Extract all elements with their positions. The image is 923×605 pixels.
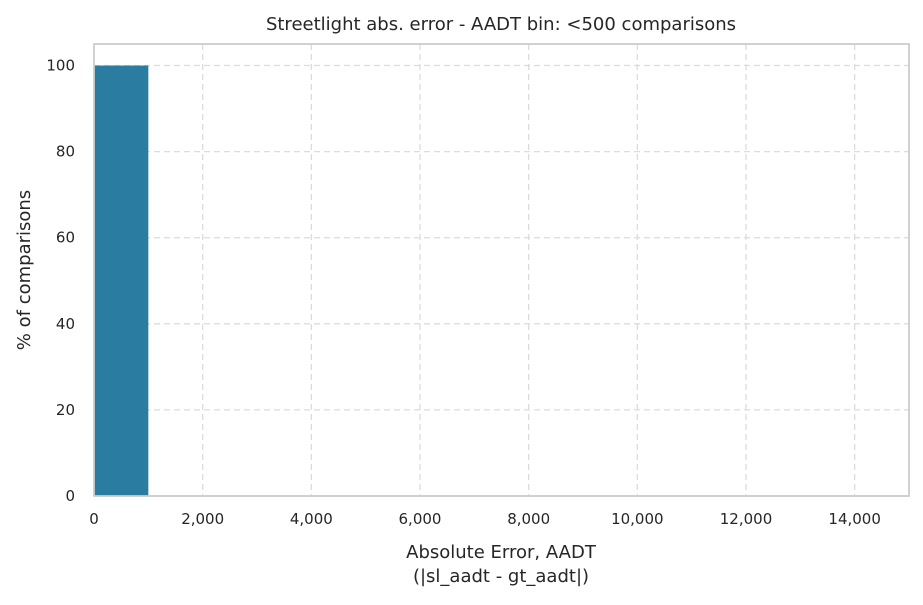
x-axis-label-line2: (|sl_aadt - gt_aadt|) <box>413 566 589 587</box>
histogram-bar <box>94 65 149 497</box>
x-tick-label: 6,000 <box>399 510 442 528</box>
x-tick-label: 12,000 <box>720 510 773 528</box>
x-axis-label: Absolute Error, AADT <box>406 542 597 563</box>
bar-layer <box>94 65 149 497</box>
y-tick-label: 20 <box>56 401 75 419</box>
y-axis-label: % of comparisons <box>14 190 35 350</box>
y-tick-label: 60 <box>56 229 75 247</box>
chart-title: Streetlight abs. error - AADT bin: <500 … <box>266 14 736 35</box>
y-tick-label: 0 <box>65 487 75 505</box>
x-tick-label: 10,000 <box>611 510 664 528</box>
y-tick-label: 80 <box>56 143 75 161</box>
x-tick-label: 14,000 <box>828 510 881 528</box>
grid-layer <box>94 44 909 496</box>
y-tick-label: 40 <box>56 315 75 333</box>
x-tick-label: 4,000 <box>290 510 333 528</box>
x-tick-label: 2,000 <box>181 510 224 528</box>
y-tick-label: 100 <box>46 57 75 75</box>
tick-layer: 0 2,000 4,000 6,000 8,000 10,000 12,000 14,000 0… <box>46 57 881 528</box>
plot-frame <box>93 43 910 497</box>
x-tick-label: 8,000 <box>507 510 550 528</box>
x-tick-label: 0 <box>89 510 99 528</box>
